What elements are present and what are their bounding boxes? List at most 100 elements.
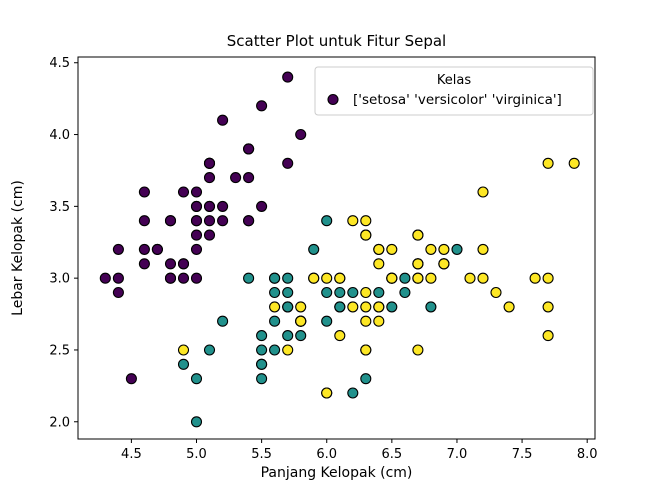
- data-point-virginica: [373, 243, 385, 255]
- data-point-virginica: [477, 272, 489, 284]
- data-point-versicolor: [347, 286, 359, 299]
- data-point-virginica: [360, 301, 372, 313]
- data-point-virginica: [438, 243, 450, 255]
- x-tick-label: 8.0: [577, 447, 598, 462]
- data-point-setosa: [217, 215, 229, 227]
- data-point-setosa: [217, 200, 229, 212]
- data-point-setosa: [203, 172, 216, 184]
- data-point-versicolor: [373, 286, 385, 299]
- data-point-virginica: [438, 258, 450, 270]
- legend-title: Kelas: [437, 73, 471, 88]
- data-point-versicolor: [190, 416, 203, 428]
- x-tick-label: 5.5: [251, 447, 272, 462]
- data-point-setosa: [190, 186, 203, 198]
- data-point-versicolor: [399, 272, 411, 284]
- data-point-versicolor: [217, 315, 229, 327]
- data-point-setosa: [203, 200, 216, 212]
- y-axis-label: Lebar Kelopak (cm): [10, 180, 26, 316]
- data-point-virginica: [347, 301, 359, 313]
- data-point-setosa: [190, 200, 203, 212]
- data-point-setosa: [177, 272, 190, 284]
- data-point-setosa: [112, 286, 124, 299]
- data-point-virginica: [295, 301, 307, 313]
- data-point-virginica: [464, 272, 476, 284]
- data-point-virginica: [321, 272, 333, 284]
- y-tick-label: 3.5: [49, 200, 70, 215]
- data-point-virginica: [425, 272, 437, 284]
- legend-label: ['setosa' 'versicolor' 'virginica']: [353, 92, 562, 108]
- data-point-setosa: [125, 373, 137, 385]
- data-point-versicolor: [256, 373, 268, 385]
- data-point-setosa: [151, 243, 163, 255]
- data-point-versicolor: [282, 330, 294, 342]
- data-point-versicolor: [347, 387, 359, 399]
- data-points-layer: [99, 71, 580, 428]
- data-point-versicolor: [386, 301, 398, 313]
- data-point-versicolor: [256, 358, 268, 370]
- data-point-versicolor: [295, 330, 307, 342]
- data-point-virginica: [529, 272, 541, 284]
- legend-marker-icon: [327, 93, 339, 106]
- data-point-virginica: [412, 258, 424, 270]
- data-point-setosa: [138, 186, 150, 198]
- data-point-virginica: [269, 301, 281, 313]
- data-point-virginica: [334, 330, 346, 342]
- data-point-setosa: [138, 215, 150, 227]
- data-point-virginica: [373, 258, 385, 270]
- data-point-setosa: [295, 128, 307, 141]
- data-point-virginica: [321, 387, 333, 399]
- data-point-versicolor: [334, 286, 346, 299]
- data-point-virginica: [412, 344, 424, 356]
- data-point-versicolor: [425, 301, 437, 313]
- data-point-versicolor: [269, 315, 281, 327]
- data-point-setosa: [138, 243, 150, 255]
- data-point-setosa: [230, 172, 242, 184]
- data-point-versicolor: [269, 286, 281, 299]
- data-point-virginica: [425, 243, 437, 255]
- data-point-setosa: [256, 100, 268, 112]
- data-point-virginica: [295, 315, 307, 327]
- x-tick-label: 7.0: [447, 447, 468, 462]
- axes-ticks-layer: 4.5 5.0 5.5 6.0 6.5 7.0 7.5 8.0 2.0 2.5 3.0 3.5 4.0 4…: [49, 56, 597, 462]
- data-point-virginica: [360, 344, 372, 356]
- data-point-virginica: [386, 243, 398, 255]
- x-tick-label: 5.0: [186, 447, 207, 462]
- data-point-versicolor: [360, 373, 372, 385]
- data-point-virginica: [177, 344, 190, 356]
- data-point-versicolor: [321, 286, 333, 299]
- data-point-virginica: [477, 186, 489, 198]
- data-point-versicolor: [177, 358, 190, 370]
- data-point-setosa: [203, 215, 216, 227]
- y-tick-label: 2.0: [49, 415, 70, 430]
- data-point-versicolor: [321, 215, 333, 227]
- data-point-virginica: [308, 272, 320, 284]
- data-point-versicolor: [399, 286, 411, 299]
- data-point-setosa: [243, 143, 255, 155]
- data-point-virginica: [477, 243, 489, 255]
- data-point-setosa: [243, 172, 255, 184]
- plot-title: Scatter Plot untuk Fitur Sepal: [227, 32, 446, 50]
- data-point-setosa: [203, 229, 216, 241]
- data-point-virginica: [360, 315, 372, 327]
- data-point-virginica: [542, 157, 554, 169]
- data-point-setosa: [282, 157, 294, 169]
- data-point-versicolor: [282, 301, 294, 313]
- data-point-setosa: [203, 157, 216, 169]
- data-point-versicolor: [256, 330, 268, 342]
- data-point-setosa: [112, 272, 124, 284]
- data-point-setosa: [99, 272, 111, 284]
- data-point-setosa: [256, 200, 268, 212]
- data-point-versicolor: [282, 272, 294, 284]
- data-point-setosa: [190, 272, 203, 284]
- data-point-versicolor: [321, 315, 333, 327]
- data-point-virginica: [360, 215, 372, 227]
- data-point-setosa: [164, 272, 177, 284]
- data-point-versicolor: [334, 301, 346, 313]
- data-point-versicolor: [256, 344, 268, 356]
- data-point-setosa: [177, 186, 190, 198]
- data-point-setosa: [138, 258, 150, 270]
- data-point-setosa: [112, 243, 124, 255]
- data-point-virginica: [412, 229, 424, 241]
